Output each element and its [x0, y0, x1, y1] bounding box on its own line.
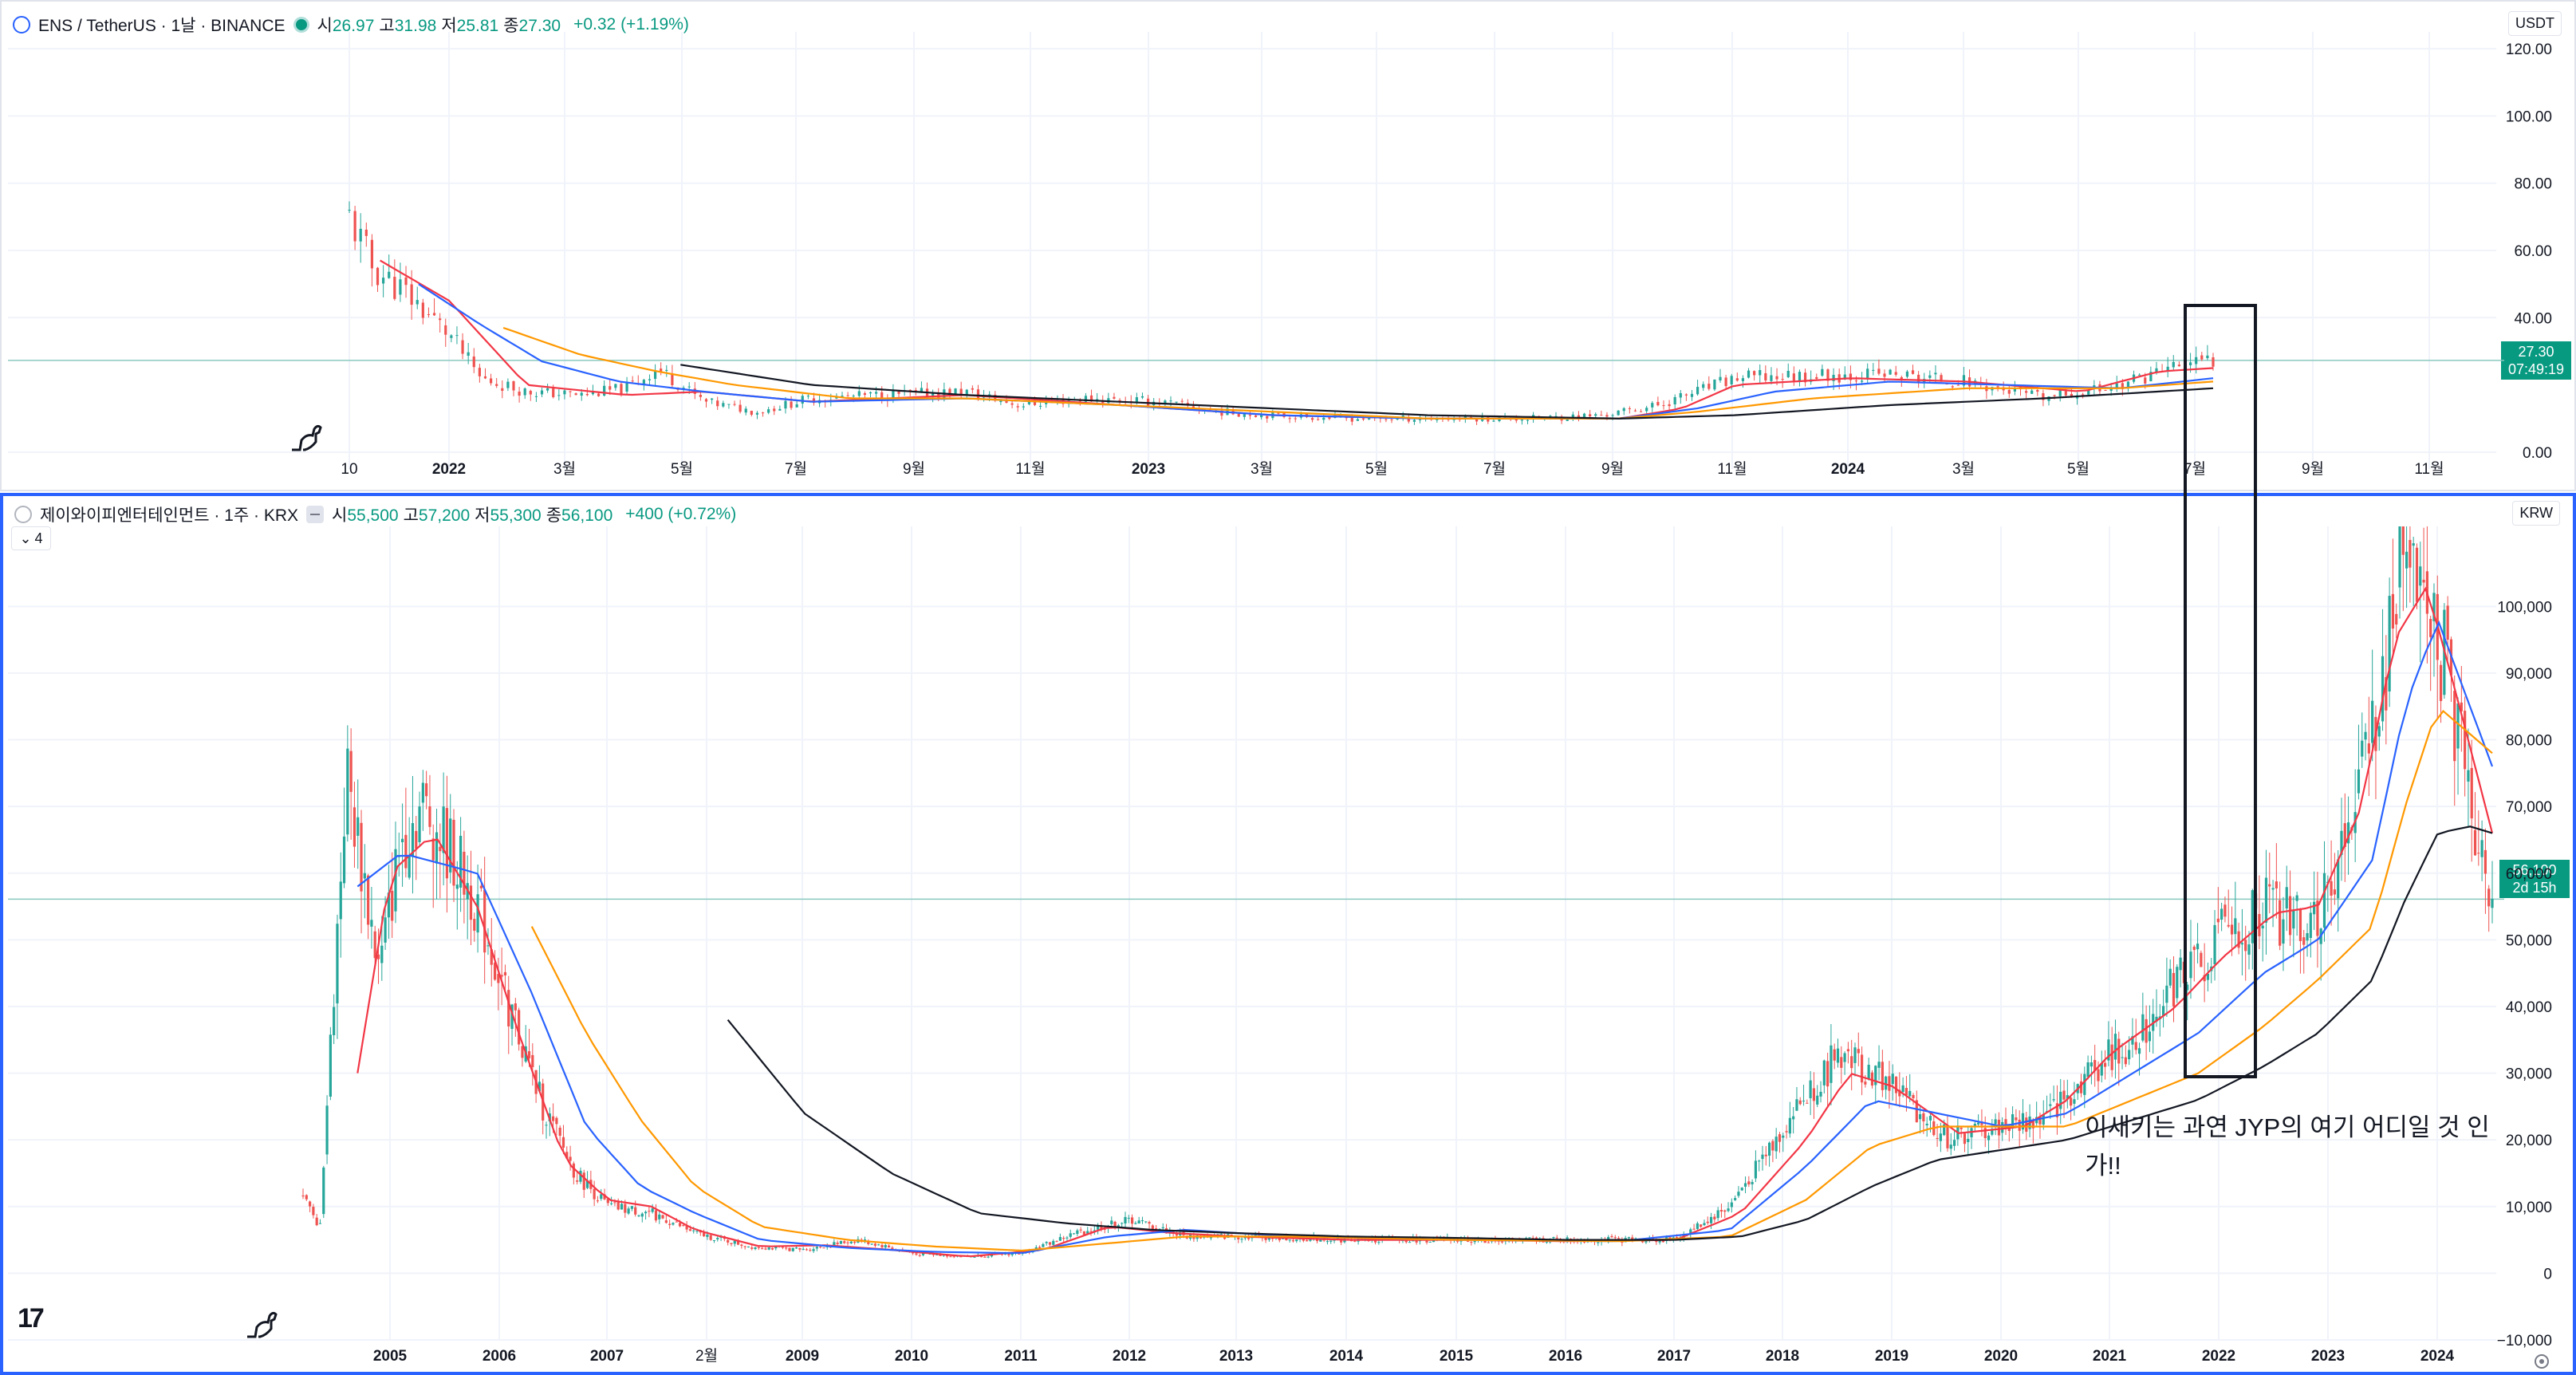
- top-ohlc-value: 27.30: [518, 17, 561, 35]
- top-chart-pane[interactable]: ENS / TetherUS · 1날 · BINANCE 시26.97 고31.…: [0, 0, 2576, 491]
- bottom-ohlc-value: 56,100: [561, 506, 613, 525]
- bottom-ohlc-key: 고: [403, 506, 419, 525]
- top-ohlc-value: 25.81: [456, 17, 499, 35]
- annotation-text[interactable]: 이새키는 과연 JYP의 여기 어디일 것 인가!!: [2085, 1113, 2490, 1180]
- bottom-ohlc: 시55,500 고57,200 저55,300 종56,100: [332, 502, 617, 526]
- bottom-change: +400 (+0.72%): [625, 505, 737, 523]
- status-dot-icon: [293, 17, 309, 33]
- bottom-chart-pane[interactable]: 제이와이피엔터테인먼트 · 1주 · KRX 시55,500 고57,200 저55…: [0, 493, 2576, 1375]
- tradingview-logo[interactable]: 17: [18, 1303, 45, 1334]
- bottom-ohlc-value: 57,200: [418, 506, 471, 525]
- indicators-collapse-button[interactable]: ⌄ 4: [11, 526, 51, 550]
- bottom-price-badge: 56,100 2d 15h: [2499, 860, 2570, 898]
- dino-icon[interactable]: [289, 421, 325, 453]
- top-currency-button[interactable]: USDT: [2508, 11, 2562, 36]
- top-price-badge: 27.30 07:49:19: [2501, 341, 2571, 380]
- symbol-logo-icon: [14, 506, 32, 523]
- dino-icon[interactable]: [244, 1308, 281, 1340]
- bottom-ohlc-value: 55,300: [490, 506, 542, 525]
- minimize-icon[interactable]: [306, 506, 325, 523]
- symbol-logo-icon: [13, 16, 30, 33]
- bottom-legend: 제이와이피엔터테인먼트 · 1주 · KRX 시55,500 고57,200 저55…: [14, 502, 736, 526]
- chevron-down-icon: ⌄: [19, 530, 32, 546]
- bottom-ohlc-key: 종: [546, 506, 562, 525]
- bottom-symbol[interactable]: 제이와이피엔터테인먼트 · 1주 · KRX: [40, 506, 299, 525]
- bottom-currency-button[interactable]: KRW: [2512, 501, 2560, 526]
- top-symbol[interactable]: ENS / TetherUS · 1날 · BINANCE: [38, 17, 286, 35]
- settings-gear-icon[interactable]: [2531, 1351, 2552, 1372]
- top-ohlc-key: 시: [317, 17, 333, 35]
- indicators-count: 4: [34, 530, 43, 546]
- top-ohlc-key: 저: [441, 17, 457, 35]
- top-ohlc-key: 고: [379, 17, 395, 35]
- top-legend: ENS / TetherUS · 1날 · BINANCE 시26.97 고31.…: [13, 13, 689, 37]
- bottom-ohlc-key: 저: [475, 506, 490, 525]
- top-ohlc: 시26.97 고31.98 저25.81 종27.30: [317, 13, 566, 37]
- bottom-ohlc-value: 55,500: [347, 506, 399, 525]
- top-price-label: 27.30: [2518, 344, 2554, 360]
- top-change: +0.32 (+1.19%): [573, 15, 689, 33]
- bottom-ohlc-key: 시: [332, 506, 348, 525]
- top-countdown: 07:49:19: [2507, 361, 2565, 377]
- top-ohlc-value: 26.97: [332, 17, 375, 35]
- bottom-countdown: 2d 15h: [2512, 880, 2557, 896]
- top-ohlc-key: 종: [503, 17, 519, 35]
- top-ohlc-value: 31.98: [394, 17, 437, 35]
- bottom-price-label: 56,100: [2512, 862, 2557, 878]
